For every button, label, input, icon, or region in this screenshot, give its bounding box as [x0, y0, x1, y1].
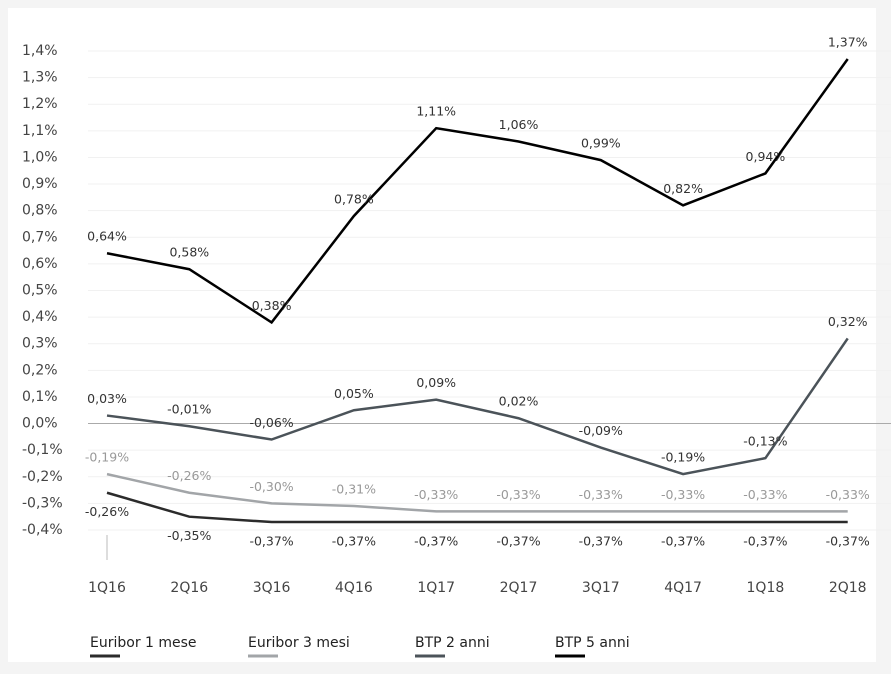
- x-tick-label: 2Q18: [829, 580, 867, 596]
- data-label: -0,26%: [85, 504, 129, 519]
- data-label: -0,33%: [579, 487, 623, 502]
- data-label: 0,05%: [334, 386, 374, 401]
- y-tick-label: -0,3%: [22, 495, 63, 511]
- data-label: 0,09%: [416, 375, 456, 390]
- x-tick-label: 3Q16: [253, 580, 291, 596]
- y-tick-label: -0,1%: [22, 442, 63, 458]
- data-label: 0,58%: [169, 245, 209, 260]
- data-label: 0,82%: [663, 181, 703, 196]
- data-label: 0,02%: [499, 394, 539, 409]
- legend-label: Euribor 1 mese: [90, 635, 197, 651]
- x-tick-label: 1Q18: [747, 580, 785, 596]
- data-label: 0,38%: [252, 298, 292, 313]
- data-label: -0,33%: [661, 487, 705, 502]
- data-label: -0,37%: [249, 534, 293, 549]
- y-tick-label: 0,2%: [22, 362, 58, 378]
- data-label: -0,26%: [167, 468, 211, 483]
- data-label: 1,06%: [499, 117, 539, 132]
- line: [106, 491, 848, 524]
- data-label: 1,11%: [416, 104, 456, 119]
- data-label: 0,64%: [87, 229, 127, 244]
- legend-label: Euribor 3 mesi: [248, 635, 350, 651]
- data-label: -0,35%: [167, 528, 211, 543]
- legend-label: BTP 5 anni: [555, 635, 630, 651]
- line: [106, 337, 849, 476]
- data-label: -0,31%: [332, 482, 376, 497]
- data-label: -0,19%: [661, 450, 705, 465]
- y-tick-label: 0,3%: [22, 336, 58, 352]
- legend-label: BTP 2 anni: [415, 635, 490, 651]
- data-label: 0,32%: [828, 314, 868, 329]
- data-label: -0,09%: [579, 423, 623, 438]
- data-label: 0,03%: [87, 391, 127, 406]
- data-label: 0,94%: [746, 149, 786, 164]
- data-label: -0,06%: [249, 415, 293, 430]
- x-tick-label: 1Q16: [88, 580, 126, 596]
- y-tick-label: 0,1%: [22, 389, 58, 405]
- x-tick-label: 4Q16: [335, 580, 373, 596]
- data-label: -0,01%: [167, 402, 211, 417]
- y-tick-label: 1,1%: [22, 123, 58, 139]
- y-tick-label: 1,4%: [22, 43, 58, 59]
- data-label: 0,78%: [334, 191, 374, 206]
- y-tick-label: 0,4%: [22, 309, 58, 325]
- y-tick-label: 0,9%: [22, 176, 58, 192]
- data-label: -0,37%: [332, 534, 376, 549]
- x-tick-label: 3Q17: [582, 580, 620, 596]
- x-tick-label: 1Q17: [417, 580, 455, 596]
- data-label: -0,37%: [826, 534, 870, 549]
- data-label: -0,37%: [496, 534, 540, 549]
- data-label: -0,13%: [743, 434, 787, 449]
- data-label: -0,37%: [743, 534, 787, 549]
- data-label: -0,33%: [743, 487, 787, 502]
- panel: [8, 8, 876, 662]
- line: [106, 472, 848, 513]
- x-tick-label: 2Q17: [500, 580, 538, 596]
- data-label: -0,30%: [249, 479, 293, 494]
- data-label: -0,33%: [414, 487, 458, 502]
- y-tick-label: 0,6%: [22, 256, 58, 272]
- y-tick-label: -0,4%: [22, 522, 63, 538]
- data-label: -0,19%: [85, 450, 129, 465]
- data-label: -0,33%: [826, 487, 870, 502]
- data-label: 0,99%: [581, 136, 621, 151]
- y-tick-label: 0,0%: [22, 416, 58, 432]
- y-tick-label: 1,3%: [22, 70, 58, 86]
- y-tick-label: 1,2%: [22, 96, 58, 112]
- y-tick-label: 0,8%: [22, 203, 58, 219]
- y-tick-label: 0,5%: [22, 283, 58, 299]
- line: [106, 58, 849, 325]
- y-tick-label: 0,7%: [22, 229, 58, 245]
- data-label: -0,37%: [414, 534, 458, 549]
- data-label: -0,33%: [496, 487, 540, 502]
- y-tick-label: 1,0%: [22, 149, 58, 165]
- data-label: -0,37%: [579, 534, 623, 549]
- y-tick-label: -0,2%: [22, 469, 63, 485]
- x-tick-label: 2Q16: [170, 580, 208, 596]
- data-label: -0,37%: [661, 534, 705, 549]
- x-tick-label: 4Q17: [664, 580, 702, 596]
- data-label: 1,37%: [828, 34, 868, 49]
